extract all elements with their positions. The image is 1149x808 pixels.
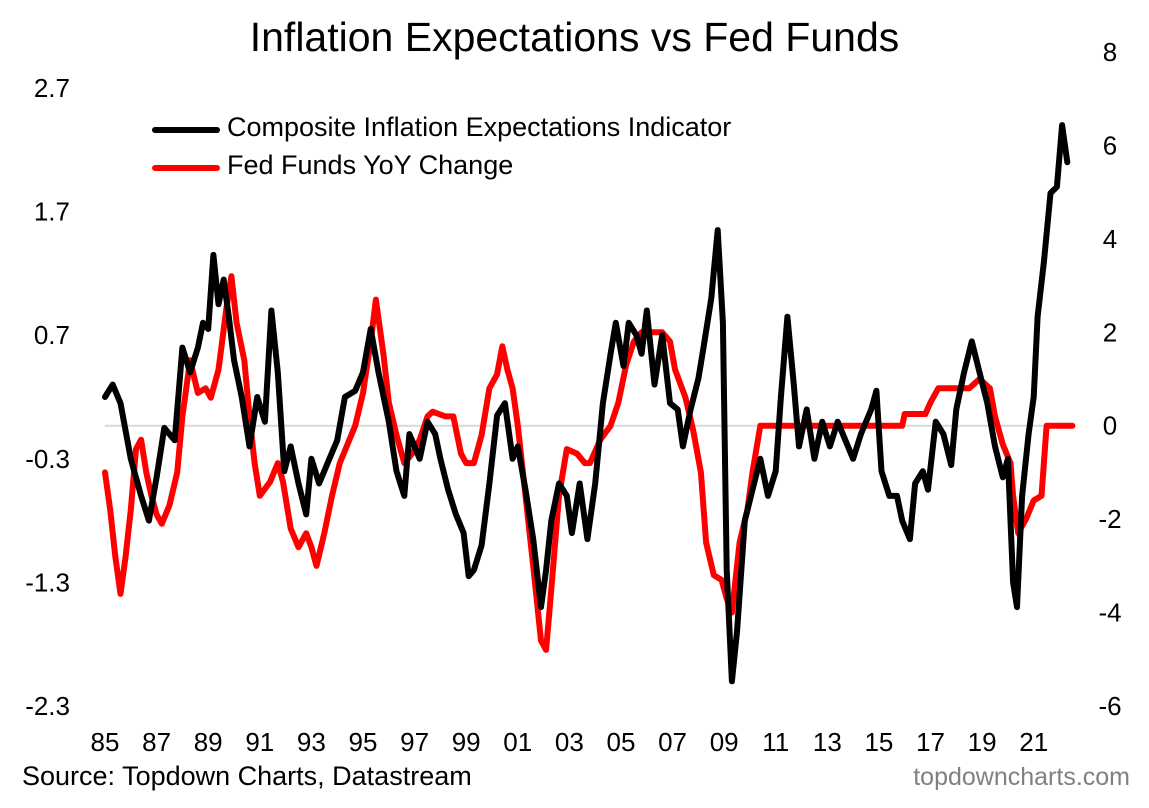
- x-tick-label: 13: [813, 727, 842, 757]
- x-tick-label: 89: [194, 727, 223, 757]
- x-tick-label: 21: [1019, 727, 1048, 757]
- right-tick-label: 4: [1103, 224, 1117, 254]
- x-tick-label: 85: [91, 727, 120, 757]
- right-tick-label: -4: [1098, 598, 1121, 628]
- left-tick-label: 0.7: [34, 320, 70, 350]
- legend-label-composite: Composite Inflation Expectations Indicat…: [227, 112, 732, 142]
- x-tick-label: 01: [503, 727, 532, 757]
- chart-title: Inflation Expectations vs Fed Funds: [249, 14, 900, 60]
- x-tick-label: 15: [864, 727, 893, 757]
- x-tick-label: 03: [555, 727, 584, 757]
- x-tick-label: 07: [658, 727, 687, 757]
- left-axis: 2.7 1.7 0.7 -0.3 -1.3 -2.3: [25, 73, 70, 721]
- x-tick-label: 19: [968, 727, 997, 757]
- right-tick-label: 2: [1103, 317, 1117, 347]
- left-tick-label: -0.3: [25, 444, 70, 474]
- legend-swatch-fed-funds: [152, 165, 220, 171]
- x-tick-label: 97: [400, 727, 429, 757]
- series-line-fed-funds: [102, 273, 1076, 653]
- right-axis: 8 6 4 2 0 -2 -4 -6: [1098, 37, 1121, 721]
- credit-watermark: topdowncharts.com: [913, 763, 1130, 791]
- series-layer: [102, 122, 1076, 685]
- source-note: Source: Topdown Charts, Datastream: [22, 761, 472, 791]
- left-tick-label: -2.3: [25, 691, 70, 721]
- x-tick-label: 05: [606, 727, 635, 757]
- right-tick-label: -2: [1098, 504, 1121, 534]
- x-axis: 85 87 89 91 93 95 97 99 01 03 05 07 09 11 13 15 17 19 21: [91, 727, 1049, 757]
- right-tick-label: -6: [1098, 691, 1121, 721]
- series-line-composite: [102, 122, 1071, 685]
- legend-label-fed-funds: Fed Funds YoY Change: [227, 150, 514, 180]
- x-tick-label: 11: [762, 727, 789, 757]
- right-tick-label: 0: [1103, 411, 1117, 441]
- left-tick-label: 1.7: [34, 197, 70, 227]
- left-tick-label: -1.3: [25, 567, 70, 597]
- right-tick-label: 6: [1103, 130, 1117, 160]
- left-tick-label: 2.7: [34, 73, 70, 103]
- x-tick-label: 17: [916, 727, 945, 757]
- x-tick-label: 09: [710, 727, 739, 757]
- legend-swatch-composite: [152, 127, 220, 133]
- x-tick-label: 95: [349, 727, 378, 757]
- x-tick-label: 87: [142, 727, 171, 757]
- x-tick-label: 99: [452, 727, 481, 757]
- x-tick-label: 91: [245, 727, 274, 757]
- x-tick-label: 93: [297, 727, 326, 757]
- right-tick-label: 8: [1103, 37, 1117, 67]
